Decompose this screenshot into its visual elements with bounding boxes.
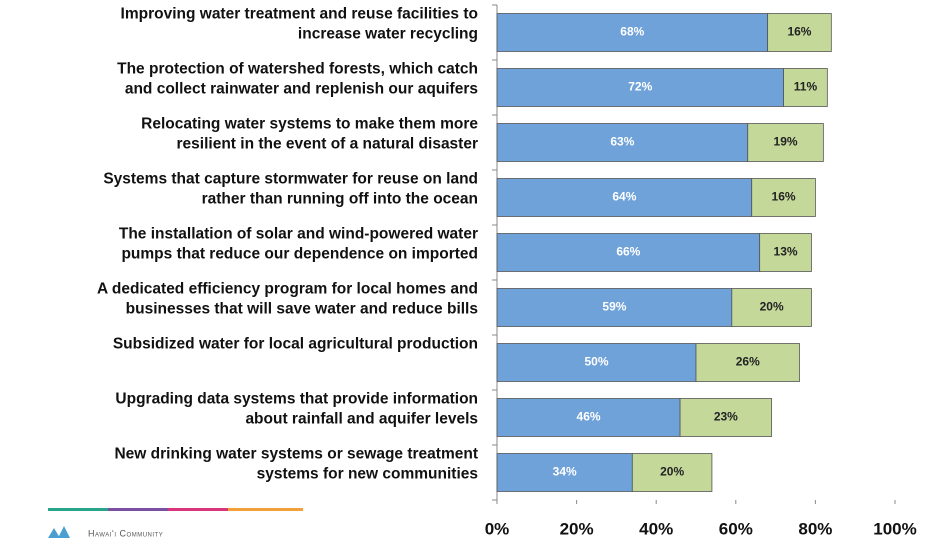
category-label: increase water recycling	[298, 26, 478, 43]
value-label: 64%	[612, 190, 636, 204]
value-label: 20%	[760, 300, 784, 314]
value-label: 19%	[774, 135, 798, 149]
category-label: resilient in the event of a natural disa…	[177, 136, 478, 153]
x-tick-label: 80%	[798, 519, 832, 538]
bar-segment	[767, 13, 832, 52]
category-label: A dedicated efficiency program for local…	[97, 281, 478, 298]
category-label: about rainfall and aquifer levels	[245, 411, 478, 428]
value-label: 72%	[628, 80, 652, 94]
bar-segment	[496, 178, 753, 217]
category-label: Subsidized water for local agricultural …	[113, 336, 478, 353]
category-label: The installation of solar and wind-power…	[119, 226, 478, 243]
bar-segment	[747, 123, 824, 162]
bar-segment	[731, 288, 812, 327]
value-label: 50%	[584, 355, 608, 369]
logo-icon	[48, 526, 70, 538]
value-label: 34%	[553, 465, 577, 479]
bar-segment	[751, 178, 816, 217]
category-label: Relocating water systems to make them mo…	[141, 116, 478, 133]
bar-segment	[496, 233, 761, 272]
x-tick-label: 20%	[560, 519, 594, 538]
bar-segment	[631, 453, 713, 492]
x-tick-label: 100%	[873, 519, 916, 538]
logo-stripe	[168, 508, 228, 511]
category-label: Upgrading data systems that provide info…	[115, 391, 478, 408]
category-label: Systems that capture stormwater for reus…	[103, 171, 478, 188]
value-label: 63%	[610, 135, 634, 149]
bar-segment	[496, 68, 784, 107]
bar-segment	[496, 13, 769, 52]
value-label: 16%	[787, 25, 811, 39]
value-label: 59%	[602, 300, 626, 314]
value-label: 23%	[714, 410, 738, 424]
category-label: and collect rainwater and replenish our …	[125, 81, 478, 98]
value-label: 46%	[577, 410, 601, 424]
logo-stripe	[48, 508, 108, 511]
footer-text: Hawaiʻi Community	[88, 528, 163, 538]
bar-segment	[679, 398, 773, 437]
x-tick-label: 40%	[639, 519, 673, 538]
value-label: 66%	[616, 245, 640, 259]
bar-segment	[496, 398, 681, 437]
x-tick-label: 0%	[485, 519, 510, 538]
value-label: 20%	[660, 465, 684, 479]
bar-segment	[496, 453, 633, 492]
bar-segment	[695, 343, 800, 382]
category-label: pumps that reduce our dependence on impo…	[121, 246, 478, 263]
category-label: businesses that will save water and redu…	[126, 301, 478, 318]
value-label: 11%	[794, 80, 818, 94]
category-label: New drinking water systems or sewage tre…	[114, 446, 478, 463]
category-label: The protection of watershed forests, whi…	[117, 61, 478, 78]
bar-segment	[496, 288, 733, 327]
bar-segment	[759, 233, 812, 272]
bar-segment	[783, 68, 828, 107]
bar-segment	[496, 343, 697, 382]
value-label: 16%	[772, 190, 796, 204]
value-label: 13%	[774, 245, 798, 259]
category-label: systems for new communities	[257, 466, 478, 483]
logo-stripe	[228, 508, 303, 511]
footer-logo: Hawaiʻi Community	[48, 508, 303, 538]
value-label: 68%	[620, 25, 644, 39]
category-label: Improving water treatment and reuse faci…	[121, 6, 478, 23]
value-label: 26%	[736, 355, 760, 369]
logo-stripe	[108, 508, 168, 511]
category-label: rather than running off into the ocean	[202, 191, 478, 208]
x-tick-label: 60%	[719, 519, 753, 538]
